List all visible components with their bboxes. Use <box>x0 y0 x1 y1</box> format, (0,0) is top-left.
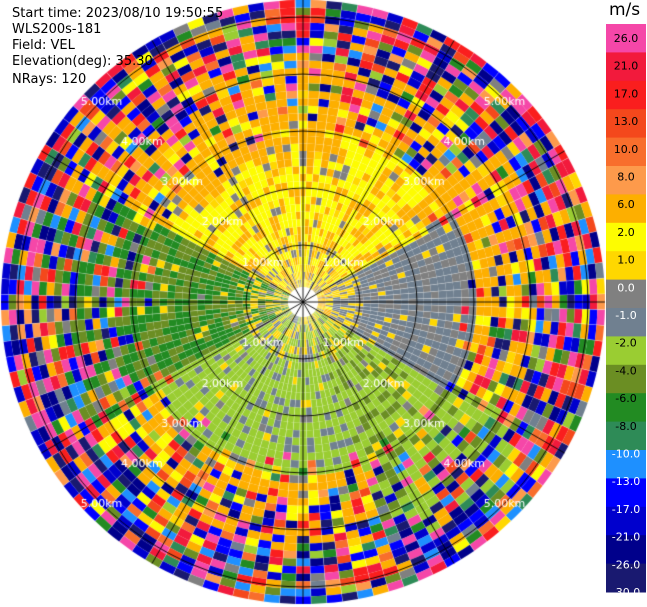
colorbar-tick-label: -8.0 <box>615 420 636 433</box>
start-time-label: Start time: 2023/08/10 19:50:55 <box>12 6 224 21</box>
colorbar-tick-label: -10.0 <box>612 448 640 461</box>
colorbar: 26.0 21.0 17.0 13.0 10.0 8.0 6.0 2.0 1.0 0.0 -1.0 -… <box>606 24 646 599</box>
instrument-label: WLS200s-181 <box>12 22 102 37</box>
colorbar-swatch <box>606 421 646 451</box>
field-label: Field: VEL <box>12 38 75 53</box>
colorbar-swatch <box>606 393 646 423</box>
colorbar-swatch <box>606 336 646 366</box>
colorbar-tick-label: -30.0 <box>612 586 640 599</box>
colorbar-tick-label: -4.0 <box>615 364 636 377</box>
colorbar-swatch <box>606 308 646 337</box>
colorbar-tick-label: 2.0 <box>617 226 635 239</box>
colorbar-tick-label: 1.0 <box>617 254 635 267</box>
colorbar-tick-label: -2.0 <box>615 337 636 350</box>
colorbar-swatch <box>606 194 646 224</box>
colorbar-tick-label: 0.0 <box>617 281 635 294</box>
colorbar-swatch <box>606 109 646 139</box>
colorbar-swatch <box>606 222 646 252</box>
colorbar-swatch <box>606 563 646 593</box>
colorbar-unit: m/s <box>609 0 641 20</box>
colorbar-tick-label: 8.0 <box>617 171 635 184</box>
colorbar-tick-label: -13.0 <box>612 475 640 488</box>
colorbar-swatch <box>606 80 646 110</box>
colorbar-swatch <box>606 506 646 536</box>
colorbar-swatch <box>606 535 646 565</box>
nrays-label: NRays: 120 <box>12 72 87 87</box>
colorbar-tick-label: 26.0 <box>614 32 639 45</box>
colorbar-tick-label: -1.0 <box>615 309 636 322</box>
colorbar-tick-label: 13.0 <box>614 115 639 128</box>
colorbar-swatch <box>606 364 646 394</box>
colorbar-tick-label: 6.0 <box>617 198 635 211</box>
colorbar-tick-label: 17.0 <box>614 87 639 100</box>
colorbar-swatch <box>606 24 646 53</box>
colorbar-tick-label: -21.0 <box>612 531 640 544</box>
colorbar-tick-label: -26.0 <box>612 558 640 571</box>
colorbar-swatch <box>606 450 646 479</box>
colorbar-swatch <box>606 478 646 508</box>
colorbar-swatch <box>606 279 646 309</box>
colorbar-tick-label: -6.0 <box>615 392 636 405</box>
colorbar-tick-label: 21.0 <box>614 60 639 73</box>
colorbar-swatch <box>606 52 646 82</box>
colorbar-tick-label: -17.0 <box>612 503 640 516</box>
elevation-label: Elevation(deg): 35.30 <box>12 54 153 69</box>
colorbar-swatch <box>606 137 646 167</box>
colorbar-swatch <box>606 166 646 195</box>
colorbar-swatch <box>606 251 646 281</box>
colorbar-tick-label: 10.0 <box>614 143 639 156</box>
